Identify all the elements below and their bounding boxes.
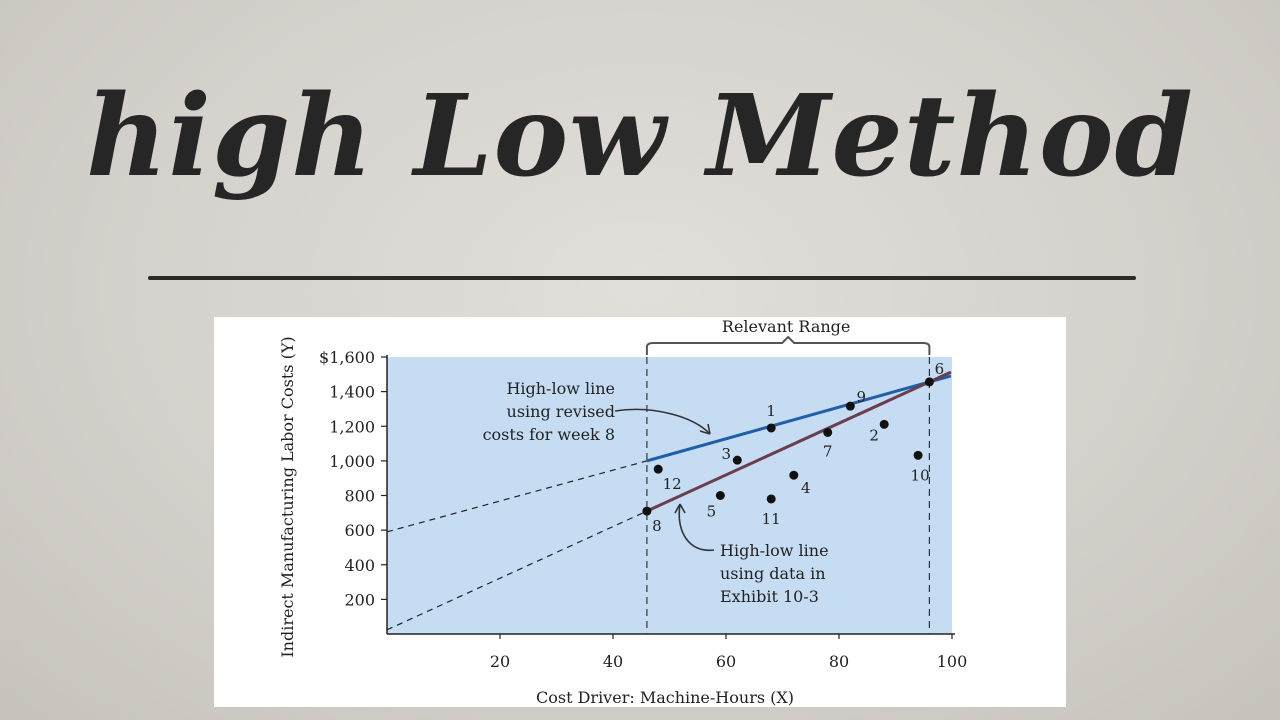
extrapolated-line <box>386 460 648 533</box>
high-low-chart: 20 40 60 80 100 $1,600 1,400 1,200 1,000 800 600 40… <box>278 317 968 707</box>
x-tick-label: 40 <box>603 652 623 671</box>
page-title: high Low Method <box>86 71 1194 202</box>
y-tick-label: $1,600 <box>319 348 375 367</box>
data-point <box>789 470 799 480</box>
annotation-original-text: Exhibit 10-3 <box>720 587 819 606</box>
data-point <box>913 450 923 460</box>
data-point-label: 8 <box>652 517 662 535</box>
data-point-label: 4 <box>801 479 811 497</box>
annotation-original-arrow <box>678 503 715 551</box>
data-point <box>879 419 889 429</box>
y-tick-label: 1,400 <box>329 383 375 402</box>
data-point <box>766 494 776 504</box>
data-point <box>653 464 663 474</box>
high-low-line-revised <box>646 374 952 463</box>
relevant-range-label: Relevant Range <box>722 317 850 336</box>
x-tick-label: 20 <box>490 652 510 671</box>
x-axis-title: Cost Driver: Machine-Hours (X) <box>536 688 794 707</box>
chart-card: 20 40 60 80 100 $1,600 1,400 1,200 1,000 800 600 40… <box>214 317 1066 707</box>
x-tick-label: 100 <box>937 652 968 671</box>
annotation-revised-arrowhead <box>699 423 711 435</box>
y-tick-label: 600 <box>344 521 375 540</box>
data-point-label: 1 <box>766 402 776 420</box>
annotation-original-text: using data in <box>720 564 826 583</box>
y-tick-label: 800 <box>344 487 375 506</box>
data-point <box>642 506 652 516</box>
relevant-range-bracket <box>645 335 931 355</box>
x-tick-label: 60 <box>716 652 736 671</box>
extrapolated-line <box>386 510 648 631</box>
data-point-label: 9 <box>857 388 867 406</box>
data-point-label: 6 <box>935 360 945 378</box>
data-point <box>823 427 833 437</box>
x-tick-label: 80 <box>829 652 849 671</box>
high-low-line-original <box>646 370 952 513</box>
annotation-original-text: High-low line <box>720 541 829 560</box>
data-point-label: 5 <box>707 503 717 521</box>
data-point-label: 2 <box>869 426 879 444</box>
data-point-label: 3 <box>722 445 732 463</box>
data-point <box>732 455 742 465</box>
y-tick-label: 1,200 <box>329 417 375 436</box>
annotation-original-arrowhead <box>674 503 686 514</box>
data-point <box>766 423 776 433</box>
annotation-revised-arrow <box>614 408 711 435</box>
data-point <box>924 377 934 387</box>
data-point <box>845 401 855 411</box>
y-tick-label: 1,000 <box>329 452 375 471</box>
data-point-label: 7 <box>823 442 833 460</box>
y-tick-label: 400 <box>344 556 375 575</box>
annotation-revised-text: costs for week 8 <box>483 425 615 444</box>
data-point-label: 10 <box>911 466 930 484</box>
title-underline <box>148 276 1136 280</box>
data-point <box>715 491 725 500</box>
data-point-label: 12 <box>663 475 682 493</box>
y-tick-label: 200 <box>344 590 375 609</box>
annotation-revised-text: High-low line <box>506 379 615 398</box>
y-axis-title: Indirect Manufacturing Labor Costs (Y) <box>278 336 297 657</box>
annotation-revised-text: using revised <box>507 402 615 421</box>
data-point-label: 11 <box>762 510 781 528</box>
